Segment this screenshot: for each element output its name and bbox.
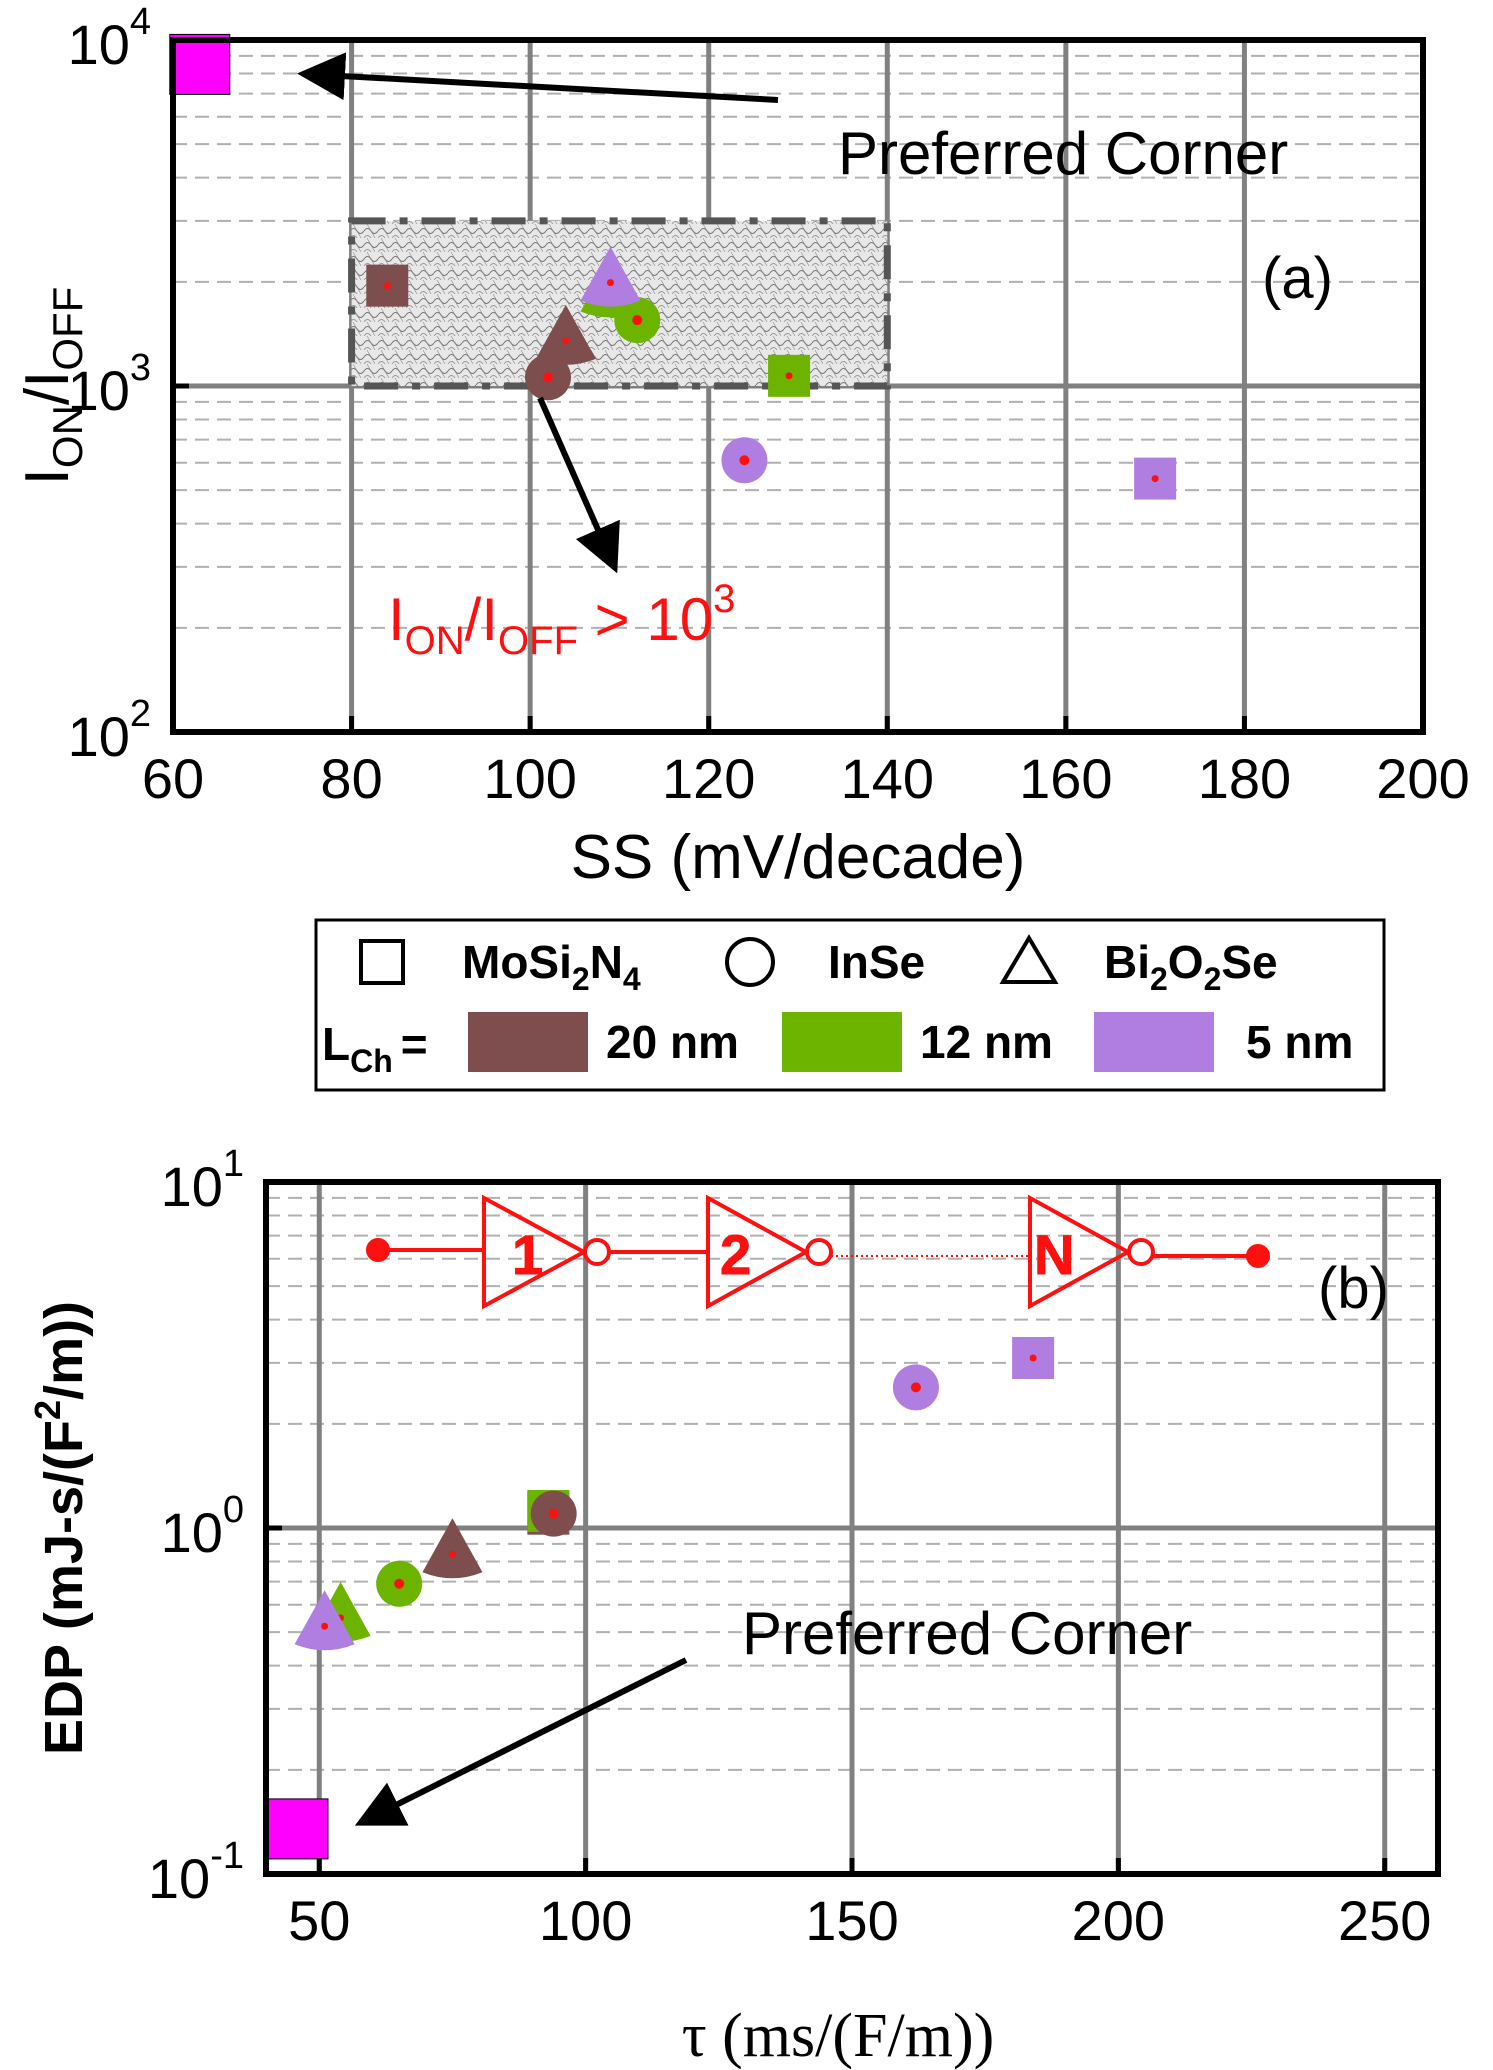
marker-center-dot: [562, 337, 570, 345]
preferred-arrow: [297, 52, 779, 103]
x-tick-label: 160: [1019, 747, 1112, 810]
marker-bi2o2se-5nm: [580, 246, 641, 307]
marker-center-dot: [1029, 1354, 1037, 1362]
marker-bi2o2se-20nm: [422, 1518, 483, 1579]
x-tick-label: 250: [1338, 1889, 1431, 1952]
legend-swatch-12nm: [782, 1012, 902, 1072]
inverter-2-bubble: [805, 1238, 833, 1266]
x-tick-label: 140: [841, 747, 934, 810]
y-axis-label: EDP (mJ-s/(F2/m)): [27, 1301, 94, 1755]
x-tick-label: 80: [320, 747, 382, 810]
legend-circle-symbol: [725, 937, 775, 987]
marker-bi2o2se-5nm: [294, 1590, 355, 1651]
y-tick-label: 102: [68, 693, 151, 768]
marker-center-dot: [785, 372, 793, 380]
legend-triangle-symbol: [999, 934, 1059, 984]
marker-center-dot: [448, 1550, 456, 1558]
x-tick-label: 200: [1376, 747, 1469, 810]
marker-center-dot: [910, 1382, 921, 1393]
inverter-n-label: N: [1034, 1223, 1074, 1286]
legend-material-bi2o2se: Bi2O2Se: [1104, 936, 1278, 997]
data-points: [169, 33, 1177, 500]
inverter-1-label: 1: [512, 1223, 543, 1286]
grid: [266, 1179, 1438, 1877]
marker-center-dot: [321, 1622, 329, 1630]
panel-b: 1 2 N 10-1 100 101 50 100 150 200 250 Preferred…: [27, 1143, 1441, 2070]
legend-length-12nm: 12 nm: [920, 1016, 1053, 1068]
preferred-corner-label: Preferred Corner: [742, 1600, 1192, 1667]
inverter-n-bubble: [1127, 1238, 1155, 1266]
preferred-arrow: [354, 1657, 688, 1826]
legend-swatch-5nm: [1094, 1012, 1214, 1072]
axis-ticks: 102 103 104 60 80 100 120 140 160 180 200: [68, 1, 1470, 810]
marker-center-dot: [1151, 475, 1159, 483]
preferred-corner-marker: [267, 1798, 329, 1860]
legend-length-20nm: 20 nm: [606, 1016, 739, 1068]
x-tick-label: 200: [1072, 1889, 1165, 1952]
x-tick-label: 60: [142, 747, 204, 810]
x-tick-label: 180: [1198, 747, 1291, 810]
inverter-chain-diagram: [366, 1194, 1270, 1310]
x-axis-label: τ (ms/(F/m)): [682, 2002, 995, 2070]
marker-center-dot: [632, 315, 643, 326]
x-tick-label: 50: [288, 1889, 350, 1952]
y-tick-label: 10-1: [148, 1835, 244, 1910]
preferred-corner-marker: [169, 33, 231, 95]
x-tick-label: 100: [483, 747, 576, 810]
legend: MoSi2N4 InSe Bi2O2Se LCh = 20 nm 12 nm 5 …: [314, 918, 1386, 1092]
chain-input-node: [366, 1238, 390, 1262]
marker-bi2o2se-20nm: [535, 304, 596, 365]
x-tick-label: 100: [539, 1889, 632, 1952]
marker-center-dot: [739, 455, 750, 466]
region-label: ION/IOFF > 103: [388, 577, 735, 663]
region-arrow: [537, 396, 620, 574]
data-points: [267, 1336, 1055, 1860]
legend-material-inse: InSe: [828, 936, 925, 988]
x-tick-label: 150: [805, 1889, 898, 1952]
y-tick-label: 100: [161, 1489, 244, 1564]
marker-center-dot: [548, 1508, 559, 1519]
inverter-2-label: 2: [720, 1223, 751, 1286]
y-tick-label: 103: [68, 347, 151, 422]
axis-ticks: 10-1 100 101 50 100 150 200 250: [148, 1143, 1432, 1952]
y-axis-label: ION/IOFF: [13, 287, 91, 486]
inverter-n: [1028, 1194, 1133, 1310]
marker-center-dot: [607, 279, 614, 287]
x-tick-label: 120: [662, 747, 755, 810]
y-tick-label: 101: [161, 1143, 244, 1218]
inverter-1-bubble: [583, 1238, 611, 1266]
marker-center-dot: [383, 282, 391, 290]
legend-length-5nm: 5 nm: [1246, 1016, 1353, 1068]
marker-center-dot: [394, 1578, 405, 1589]
legend-lch-label: LCh =: [322, 1018, 428, 1079]
panel-a: 102 103 104 60 80 100 120 140 160 180 200 Preferre…: [13, 1, 1470, 892]
legend-swatch-20nm: [468, 1012, 588, 1072]
panel-label: (b): [1318, 1256, 1389, 1321]
panel-label: (a): [1262, 246, 1333, 311]
legend-material-mosi2n4: MoSi2N4: [462, 936, 641, 997]
preferred-corner-label: Preferred Corner: [838, 120, 1288, 187]
inverter-1: [482, 1194, 589, 1310]
inverter-2: [706, 1194, 811, 1310]
chain-output-node: [1246, 1244, 1270, 1268]
marker-center-dot: [543, 372, 553, 383]
y-tick-label: 104: [68, 1, 151, 76]
legend-square-symbol: [359, 939, 405, 985]
x-axis-label: SS (mV/decade): [571, 823, 1026, 892]
